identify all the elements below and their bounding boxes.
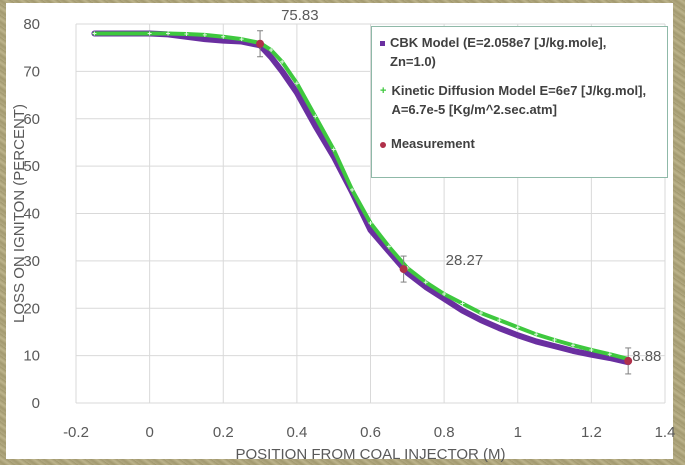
kinetic-point — [386, 244, 391, 249]
cbk-point — [313, 123, 318, 128]
legend-item-measurement: Measurement — [380, 134, 475, 153]
cbk-point — [184, 34, 189, 39]
x-axis-title: POSITION FROM COAL INJECTOR (M) — [235, 446, 505, 463]
kinetic-point — [589, 347, 594, 352]
measurement-point — [399, 265, 408, 274]
kinetic-point — [570, 343, 575, 348]
y-tick-label: 30 — [23, 253, 40, 270]
cbk-point — [589, 352, 594, 357]
kinetic-point — [350, 187, 355, 192]
cbk-point — [280, 69, 285, 74]
cbk-point — [570, 348, 575, 353]
cbk-point — [386, 249, 391, 254]
measurement-point — [256, 39, 265, 48]
kinetic-point — [423, 280, 428, 285]
cbk-point — [607, 355, 612, 360]
legend-marker-measurement — [380, 141, 386, 148]
kinetic-point — [478, 310, 483, 315]
legend-item-cbk: CBK Model (E=2.058e7 [J/kg.mole], Zn=1.0… — [380, 33, 655, 71]
kinetic-point — [497, 318, 502, 323]
cbk-point — [534, 339, 539, 344]
cbk-point — [202, 37, 207, 42]
cbk-point — [515, 333, 520, 338]
kinetic-point — [202, 32, 207, 37]
kinetic-point — [460, 301, 465, 306]
kinetic-point — [184, 31, 189, 36]
kinetic-point — [280, 59, 285, 64]
y-axis-title: LOSS ON IGNITON (PERCENT) — [11, 104, 28, 323]
kinetic-point — [147, 31, 152, 36]
cbk-point — [331, 154, 336, 159]
cbk-point — [221, 38, 226, 43]
kinetic-point — [239, 37, 244, 42]
y-tick-label: 70 — [23, 63, 40, 80]
cbk-point — [497, 326, 502, 331]
x-tick-label: -0.2 — [63, 424, 89, 441]
y-tick-label: 60 — [23, 111, 40, 128]
measurement-data-label: 8.88 — [632, 348, 661, 365]
kinetic-point — [166, 31, 171, 36]
measurement-point — [624, 356, 633, 365]
y-tick-label: 0 — [32, 395, 40, 412]
kinetic-point — [368, 220, 373, 225]
cbk-point — [269, 55, 274, 60]
kinetic-point — [313, 114, 318, 119]
cbk-point — [460, 308, 465, 313]
cbk-point — [442, 296, 447, 301]
x-tick-label: 0.8 — [434, 424, 455, 441]
legend: CBK Model (E=2.058e7 [J/kg.mole], Zn=1.0… — [371, 26, 668, 178]
measurement-data-label: 75.83 — [281, 7, 319, 24]
legend-label-cbk: CBK Model (E=2.058e7 [J/kg.mole], Zn=1.0… — [390, 35, 607, 69]
cbk-point — [423, 284, 428, 289]
kinetic-point — [607, 352, 612, 357]
x-tick-label: 0.6 — [360, 424, 381, 441]
y-tick-label: 20 — [23, 300, 40, 317]
kinetic-point — [294, 81, 299, 86]
kinetic-point — [534, 332, 539, 337]
cbk-point — [478, 318, 483, 323]
cbk-point — [368, 228, 373, 233]
y-tick-label: 40 — [23, 206, 40, 223]
cbk-point — [239, 39, 244, 44]
x-tick-label: 0.2 — [213, 424, 234, 441]
x-tick-label: 0 — [145, 424, 153, 441]
y-tick-label: 80 — [23, 16, 40, 33]
x-tick-label: 0.4 — [286, 424, 307, 441]
kinetic-point — [221, 34, 226, 39]
x-tick-label: 1.2 — [581, 424, 602, 441]
kinetic-point — [331, 147, 336, 152]
legend-marker-kinetic: + — [380, 85, 387, 98]
legend-label-kinetic: Kinetic Diffusion Model E=6e7 [J/kg.mol]… — [391, 83, 647, 117]
legend-label-measurement: Measurement — [391, 136, 475, 151]
y-tick-label: 50 — [23, 158, 40, 175]
y-tick-label: 10 — [23, 348, 40, 365]
x-tick-label: 1.4 — [655, 424, 676, 441]
kinetic-point — [442, 292, 447, 297]
kinetic-point — [515, 325, 520, 330]
cbk-point — [294, 90, 299, 95]
legend-item-kinetic: + Kinetic Diffusion Model E=6e7 [J/kg.mol… — [380, 81, 656, 119]
measurement-data-label: 28.27 — [446, 252, 484, 269]
kinetic-point — [269, 48, 274, 53]
kinetic-point — [552, 337, 557, 342]
legend-marker-cbk — [380, 41, 385, 47]
kinetic-point — [92, 31, 97, 36]
x-tick-label: 1 — [514, 424, 522, 441]
cbk-point — [552, 344, 557, 349]
cbk-point — [405, 270, 410, 275]
